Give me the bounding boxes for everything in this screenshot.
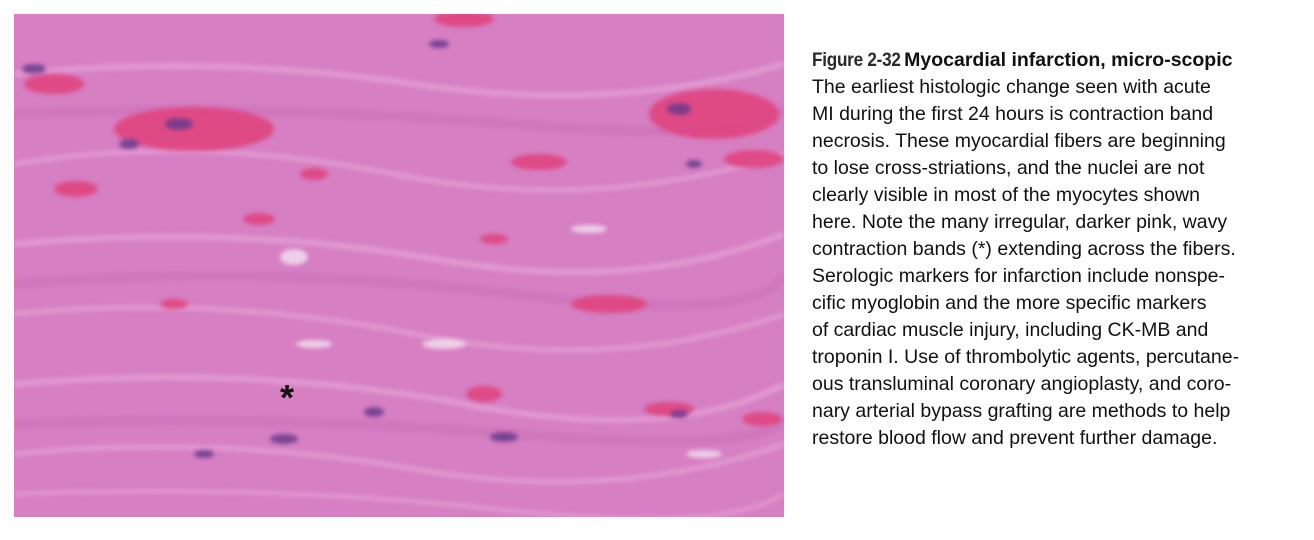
figure-title: Myocardial infarction, micro-scopic — [904, 49, 1233, 71]
caption-line: clearly visible in most of the myocytes … — [812, 184, 1200, 206]
caption-line: troponin I. Use of thrombolytic agents, … — [812, 346, 1240, 368]
caption-line: ous transluminal coronary angioplasty, a… — [812, 373, 1232, 395]
caption-line: cific myoglobin and the more specific ma… — [812, 292, 1207, 314]
micrograph-illustration — [14, 14, 784, 517]
caption-line: The earliest histologic change seen with… — [812, 76, 1211, 98]
caption-line: nary arterial bypass grafting are method… — [812, 400, 1231, 422]
caption-line: of cardiac muscle injury, including CK-M… — [812, 319, 1209, 341]
figure-label: Figure 2-32 — [812, 49, 901, 71]
caption-body: The earliest histologic change seen with… — [812, 74, 1302, 452]
contraction-band-marker: * — [280, 377, 295, 418]
caption-line: Serologic markers for infarction include… — [812, 265, 1225, 287]
caption-line: here. Note the many irregular, darker pi… — [812, 211, 1228, 233]
caption-line: to lose cross-striations, and the nuclei… — [812, 157, 1205, 179]
histology-micrograph: * — [14, 14, 784, 517]
figure-caption: Figure 2-32 Myocardial infarction, micro… — [812, 47, 1302, 452]
caption-heading: Figure 2-32 Myocardial infarction, micro… — [812, 47, 1302, 74]
caption-line: MI during the first 24 hours is contract… — [812, 103, 1214, 125]
caption-line: restore blood flow and prevent further d… — [812, 427, 1218, 449]
caption-line: contraction bands (*) extending across t… — [812, 238, 1236, 260]
caption-line: necrosis. These myocardial fibers are be… — [812, 130, 1226, 152]
